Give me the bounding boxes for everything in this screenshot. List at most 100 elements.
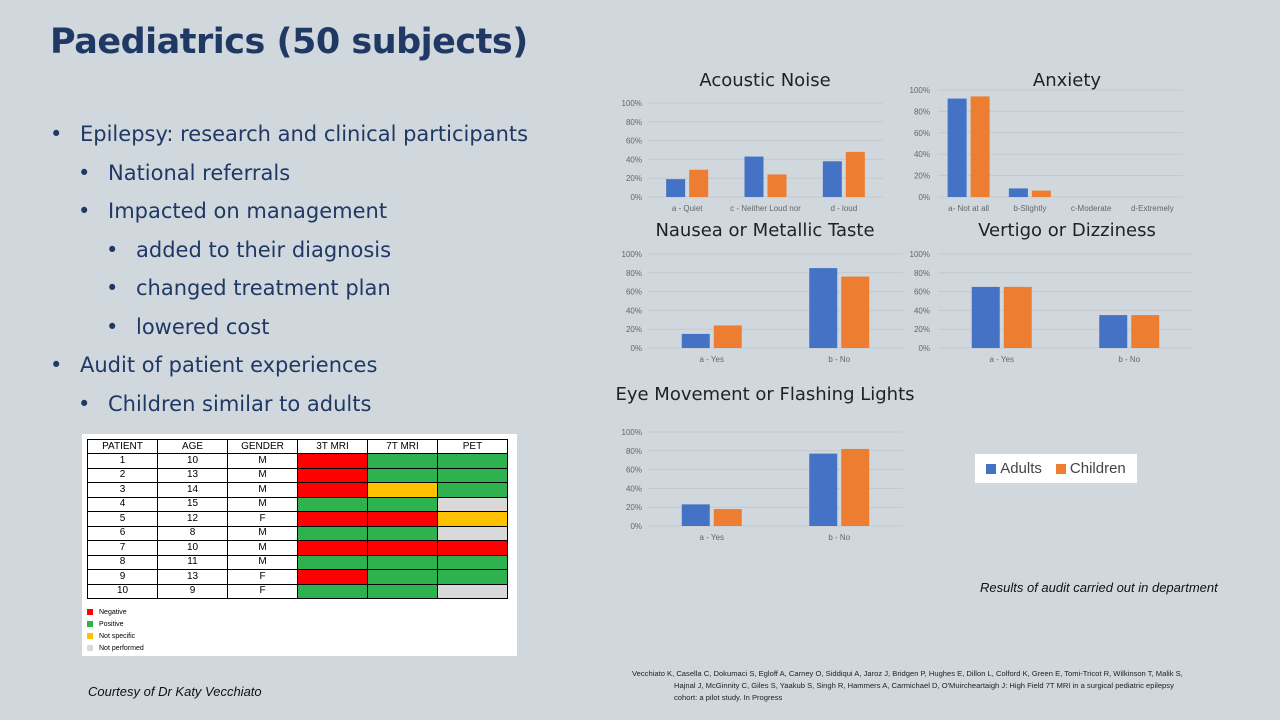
bullet-item: • Children similar to adults <box>50 388 590 427</box>
bullet-text: Audit of patient experiences <box>80 353 378 377</box>
bullet-dot: • <box>78 160 91 185</box>
cell-result-t3 <box>297 569 368 585</box>
bar-children <box>841 448 870 526</box>
y-tick-label: 80% <box>626 118 642 127</box>
y-tick-label: 40% <box>626 306 642 315</box>
bullet-dot: • <box>50 122 63 146</box>
bullet-text: lowered cost <box>136 314 270 339</box>
y-tick-label: 100% <box>622 99 642 108</box>
bar-adults <box>666 179 686 197</box>
y-tick-label: 100% <box>910 86 930 95</box>
table-row: 1 10 M <box>87 453 508 469</box>
legend-swatch-adults <box>986 463 997 474</box>
bullet-dot: • <box>106 276 119 300</box>
y-tick-label: 0% <box>630 522 642 531</box>
bullet-item: • National referrals <box>50 157 590 196</box>
x-tick-label: a - Yes <box>700 533 724 542</box>
table-legend-label: Positive <box>99 620 124 628</box>
table-legend-label: Not performed <box>99 644 144 652</box>
bar-adults <box>681 504 710 526</box>
y-tick-label: 40% <box>914 150 930 159</box>
y-tick-label: 0% <box>630 193 642 202</box>
bullet-dot: • <box>106 237 119 262</box>
cell-result-pet <box>437 540 508 556</box>
legend-adults: Adults <box>986 460 1042 477</box>
bar-children <box>1131 315 1160 348</box>
cell-result-pet <box>437 496 508 512</box>
cell-result-pet <box>437 467 508 483</box>
chart-title: Vertigo or Dizziness <box>978 220 1156 241</box>
bullet-text: National referrals <box>108 160 291 185</box>
x-tick-label: c-Moderate <box>1071 204 1112 213</box>
table-legend-item: Not performed <box>87 642 144 654</box>
x-tick-label: d-Extremely <box>1131 204 1174 213</box>
series-legend: Adults Children <box>975 454 1137 483</box>
cell-result-t3 <box>297 583 368 599</box>
table-legend-label: Negative <box>99 608 127 616</box>
chart-nausea: Nausea or Metallic Taste 0% 20% 40% 60% 80% 10… <box>622 220 903 364</box>
bar-adults <box>809 268 838 348</box>
courtesy-note: Courtesy of Dr Katy Vecchiato <box>88 684 262 699</box>
table-legend-item: Positive <box>87 618 144 630</box>
col-header-patient: PATIENT <box>87 439 158 454</box>
cell-result-t7 <box>367 554 438 570</box>
chart-acoustic-noise: Acoustic Noise 0% 20% 40% 60% 80% 100% a - Quie… <box>622 70 883 213</box>
cell-result-t3 <box>297 554 368 570</box>
x-tick-label: a - Quiet <box>672 204 703 213</box>
bar-children <box>713 325 742 348</box>
bar-adults <box>971 286 1000 348</box>
bar-children <box>841 276 870 348</box>
citation-line-2: Hajnal J, McGinnity C, Giles S, Yaakub S… <box>674 681 1174 690</box>
citation-line-3: cohort: a pilot study. In Progress <box>674 693 783 702</box>
cell-result-pet <box>437 482 508 498</box>
x-tick-label: b - No <box>1118 355 1140 364</box>
patient-results-table-image: PATIENT AGE GENDER 3T MRI 7T MRI PET 1 10… <box>82 434 517 656</box>
table-legend: Negative Positive Not specific Not performe… <box>87 606 144 654</box>
y-tick-label: 0% <box>918 193 930 202</box>
patient-results-table: PATIENT AGE GENDER 3T MRI 7T MRI PET 1 10… <box>87 439 508 599</box>
bar-adults <box>744 156 764 197</box>
y-tick-label: 60% <box>626 466 642 475</box>
bar-adults <box>1008 188 1028 197</box>
cell-result-t3 <box>297 453 368 469</box>
x-tick-label: b - No <box>828 355 850 364</box>
table-legend-swatch <box>87 645 93 651</box>
table-row: 10 9 F <box>87 583 508 599</box>
chart-title: Nausea or Metallic Taste <box>655 220 874 241</box>
x-tick-label: a - Yes <box>700 355 724 364</box>
x-tick-label: a- Not at all <box>948 204 989 213</box>
table-legend-item: Not specific <box>87 630 144 642</box>
chart-title: Acoustic Noise <box>699 70 830 91</box>
y-tick-label: 20% <box>914 172 930 181</box>
legend-label-children: Children <box>1069 460 1126 477</box>
y-tick-label: 20% <box>626 325 642 334</box>
x-tick-label: d - loud <box>830 204 857 213</box>
bullet-dot: • <box>106 314 119 339</box>
bar-children <box>689 169 709 197</box>
bullet-item: • Audit of patient experiences <box>50 349 590 388</box>
bullet-item: • changed treatment plan <box>50 272 590 311</box>
x-tick-label: b-Slightly <box>1013 204 1046 213</box>
slide-title: Paediatrics (50 subjects) <box>50 22 528 62</box>
chart-eye-movement: Eye Movement or Flashing Lights 0% 20% 40% 6… <box>615 384 914 542</box>
y-tick-label: 60% <box>914 129 930 138</box>
bar-children <box>713 509 742 526</box>
bullet-item: • added to their diagnosis <box>50 234 590 273</box>
y-tick-label: 100% <box>622 250 642 259</box>
y-tick-label: 40% <box>626 155 642 164</box>
y-tick-label: 0% <box>630 344 642 353</box>
y-tick-label: 60% <box>626 288 642 297</box>
y-tick-label: 0% <box>918 344 930 353</box>
x-tick-label: c - Neither Loud nor <box>730 204 801 213</box>
bar-adults <box>681 333 710 348</box>
y-tick-label: 20% <box>626 174 642 183</box>
y-tick-label: 40% <box>914 306 930 315</box>
y-tick-label: 100% <box>910 250 930 259</box>
cell-result-pet <box>437 453 508 469</box>
table-row: 3 14 M <box>87 482 508 498</box>
citation: Vecchiato K, Casella C, Dokumaci S, Eglo… <box>632 668 1242 704</box>
chart-anxiety: Anxiety 0% 20% 40% 60% 80% 100% a- Not at all b-… <box>910 70 1183 213</box>
bar-children <box>767 174 787 197</box>
bullet-text: changed treatment plan <box>136 276 391 300</box>
